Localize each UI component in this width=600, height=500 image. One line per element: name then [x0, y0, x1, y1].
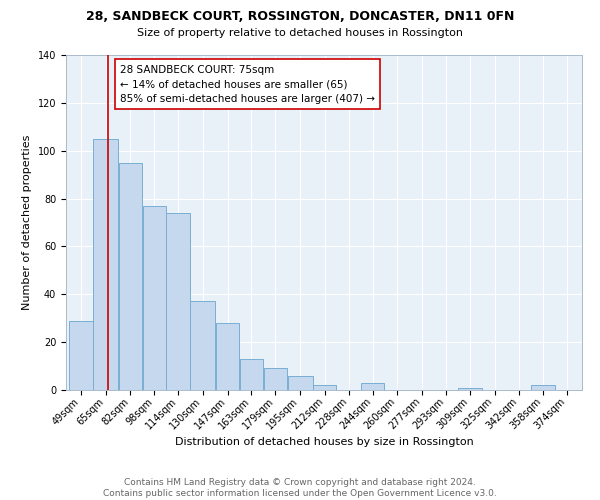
Bar [287, 376, 313, 390]
Text: 28, SANDBECK COURT, ROSSINGTON, DONCASTER, DN11 0FN: 28, SANDBECK COURT, ROSSINGTON, DONCASTE… [86, 10, 514, 23]
Bar [458, 388, 482, 390]
Text: Contains HM Land Registry data © Crown copyright and database right 2024.
Contai: Contains HM Land Registry data © Crown c… [103, 478, 497, 498]
Bar [93, 138, 118, 390]
Bar [190, 302, 215, 390]
X-axis label: Distribution of detached houses by size in Rossington: Distribution of detached houses by size … [175, 437, 473, 447]
Bar [240, 359, 263, 390]
Bar [216, 323, 239, 390]
Bar [263, 368, 287, 390]
Bar [313, 385, 337, 390]
Bar [166, 213, 190, 390]
Bar [69, 320, 92, 390]
Bar [361, 383, 385, 390]
Bar [119, 162, 142, 390]
Bar [143, 206, 166, 390]
Y-axis label: Number of detached properties: Number of detached properties [22, 135, 32, 310]
Text: 28 SANDBECK COURT: 75sqm
← 14% of detached houses are smaller (65)
85% of semi-d: 28 SANDBECK COURT: 75sqm ← 14% of detach… [120, 64, 375, 104]
Text: Size of property relative to detached houses in Rossington: Size of property relative to detached ho… [137, 28, 463, 38]
Bar [532, 385, 555, 390]
